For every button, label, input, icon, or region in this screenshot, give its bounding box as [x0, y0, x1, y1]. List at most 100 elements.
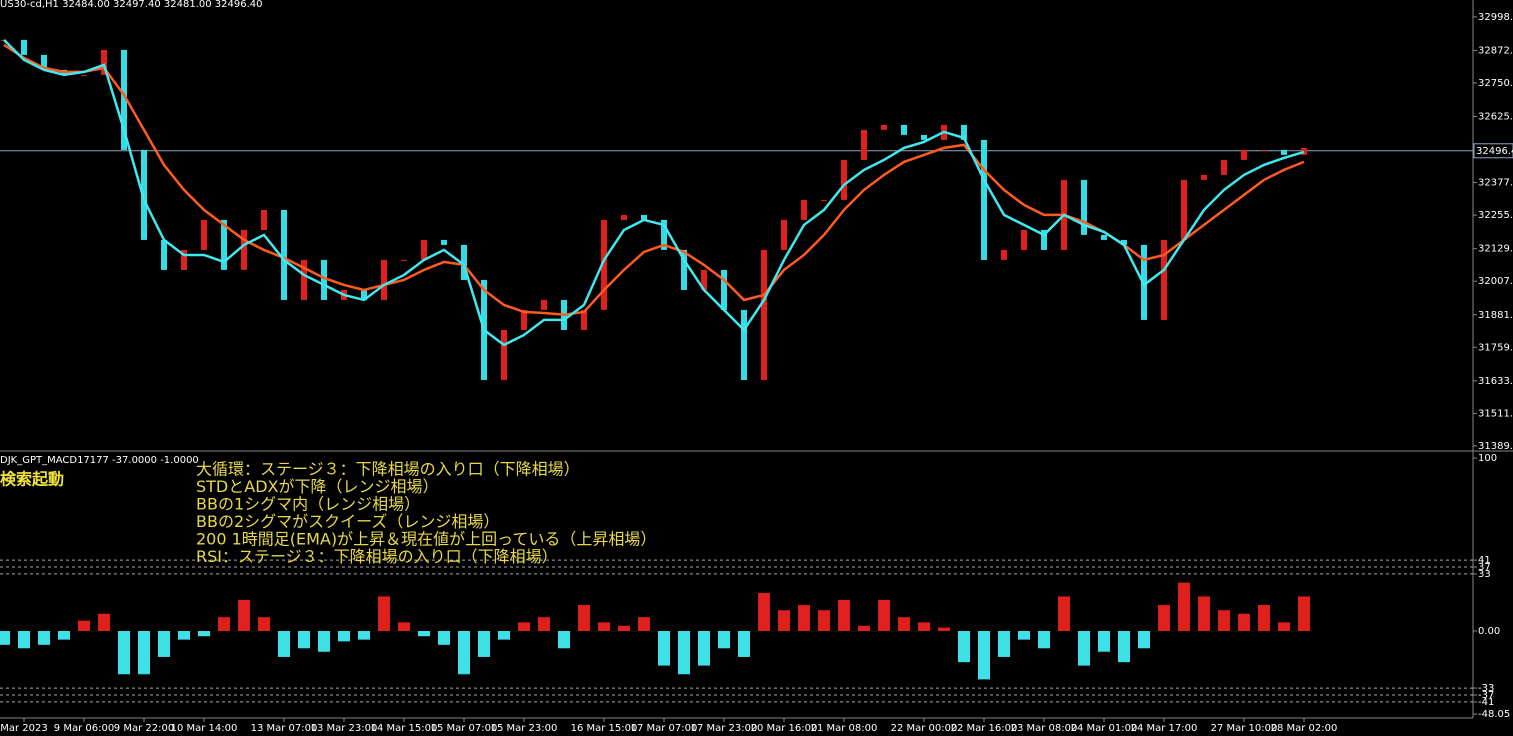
histogram-bar [338, 631, 350, 642]
histogram-bar [398, 622, 410, 632]
candle-body [201, 219, 207, 250]
candle-body [541, 299, 547, 310]
histogram-bar [418, 631, 430, 637]
y-tick-label: 31881.30 [1478, 310, 1513, 321]
x-tick-label: 20 Mar 16:00 [751, 723, 818, 734]
histogram-bar [98, 613, 110, 632]
histogram-bar [258, 617, 270, 632]
y-tick-label: 32255.00 [1478, 210, 1513, 221]
y-tick-label: 31759.20 [1478, 342, 1513, 353]
histogram-bar [1298, 596, 1310, 632]
x-tick-label: 27 Mar 10:00 [1211, 723, 1278, 734]
histogram-bar [778, 610, 790, 632]
y-tick-label: 31633.40 [1478, 376, 1513, 387]
candle-body [1241, 149, 1247, 160]
x-tick-label: 9 Mar 06:00 [54, 723, 114, 734]
candle-body [761, 249, 767, 380]
candle-body [1041, 229, 1047, 250]
x-tick-label: 22 Mar 00:00 [891, 723, 958, 734]
histogram-bar [358, 631, 370, 640]
histogram-bar [618, 625, 630, 632]
histogram-bar [678, 631, 690, 675]
histogram-bar [818, 610, 830, 632]
x-tick-label: Mar 2023 [0, 723, 48, 734]
histogram-bar [738, 631, 750, 657]
x-tick-label: 16 Mar 15:00 [571, 723, 638, 734]
x-tick-label: 14 Mar 15:00 [371, 723, 438, 734]
histogram-bar [0, 631, 10, 645]
current-price-label: 32496.40 [1476, 146, 1513, 157]
y-tick-label: 32625.00 [1478, 111, 1513, 122]
candle-body [461, 244, 467, 280]
x-tick-label: 13 Mar 07:00 [251, 723, 318, 734]
candle-body [841, 159, 847, 200]
current-price-box [1473, 143, 1513, 159]
candle-body [741, 309, 747, 380]
y-tick-label: -41 [1478, 697, 1494, 708]
signal-annotation: 200 1時間足(EMA)が上昇＆現在値が上回っている（上昇相場） [196, 530, 656, 549]
candle-body [621, 214, 627, 220]
x-tick-label: 13 Mar 23:00 [311, 723, 378, 734]
histogram-bar [198, 631, 210, 637]
histogram-bar [1198, 596, 1210, 632]
histogram-bar [898, 617, 910, 632]
x-tick-label: 17 Mar 07:00 [631, 723, 698, 734]
x-tick-label: 15 Mar 23:00 [491, 723, 558, 734]
y-tick-label: 0.00 [1478, 626, 1500, 637]
candle-body [1261, 149, 1267, 151]
candle-body [641, 214, 647, 220]
histogram-bar [518, 622, 530, 632]
histogram-bar [658, 631, 670, 666]
y-tick-label: -48.05 [1478, 709, 1510, 720]
moving-average [3, 38, 1305, 347]
candle-body [1281, 149, 1287, 155]
y-tick-label: 31389.20 [1478, 441, 1513, 452]
y-tick-label: 32998.70 [1478, 12, 1513, 23]
histogram-bar [878, 599, 890, 632]
histogram-bar [1178, 582, 1190, 632]
candle-body [101, 49, 107, 75]
histogram-bar [858, 625, 870, 632]
y-tick-label: 31511.30 [1478, 408, 1513, 419]
candle-body [41, 54, 47, 70]
y-tick-label: 100 [1478, 453, 1497, 464]
candle-body [801, 199, 807, 220]
histogram-bar [298, 631, 310, 649]
signal-annotation: RSI：ステージ３：下降相場の入り口（下降相場） [196, 547, 558, 566]
y-tick-label: -37 [1478, 690, 1494, 701]
candle-body [721, 269, 727, 310]
histogram-bar [1258, 605, 1270, 632]
candle-body [701, 269, 707, 290]
histogram-bar [18, 631, 30, 649]
candle-body [221, 219, 227, 270]
candle-body [421, 239, 427, 260]
signal-annotation: 大循環：ステージ３：下降相場の入り口（下降相場） [196, 460, 580, 479]
candle-body [301, 259, 307, 300]
histogram-bar [238, 599, 250, 632]
candle-body [321, 259, 327, 300]
candle-body [441, 239, 447, 245]
candle-body [861, 129, 867, 160]
y-tick-label: 41 [1478, 555, 1491, 566]
histogram-bar [558, 631, 570, 649]
histogram-bar [138, 631, 150, 675]
histogram-bar [278, 631, 290, 657]
candle-body [141, 149, 147, 240]
candle-body [781, 219, 787, 250]
histogram-bar [798, 605, 810, 632]
candle-body [81, 74, 87, 76]
candle-body [881, 124, 887, 130]
candle-body [681, 249, 687, 290]
candle-body [821, 199, 827, 201]
signal-annotation: BBの2シグマがスクイーズ（レンジ相場） [196, 512, 499, 531]
symbol-header: US30-cd,H1 32484.00 32497.40 32481.00 32… [0, 0, 262, 10]
histogram-bar [1038, 631, 1050, 649]
candle-body [601, 219, 607, 310]
histogram-bar [718, 631, 730, 649]
candle-body [961, 124, 967, 140]
candle-body [521, 309, 527, 330]
x-tick-label: 10 Mar 14:00 [171, 723, 238, 734]
candle-body [1181, 179, 1187, 240]
candle-body [21, 39, 27, 55]
